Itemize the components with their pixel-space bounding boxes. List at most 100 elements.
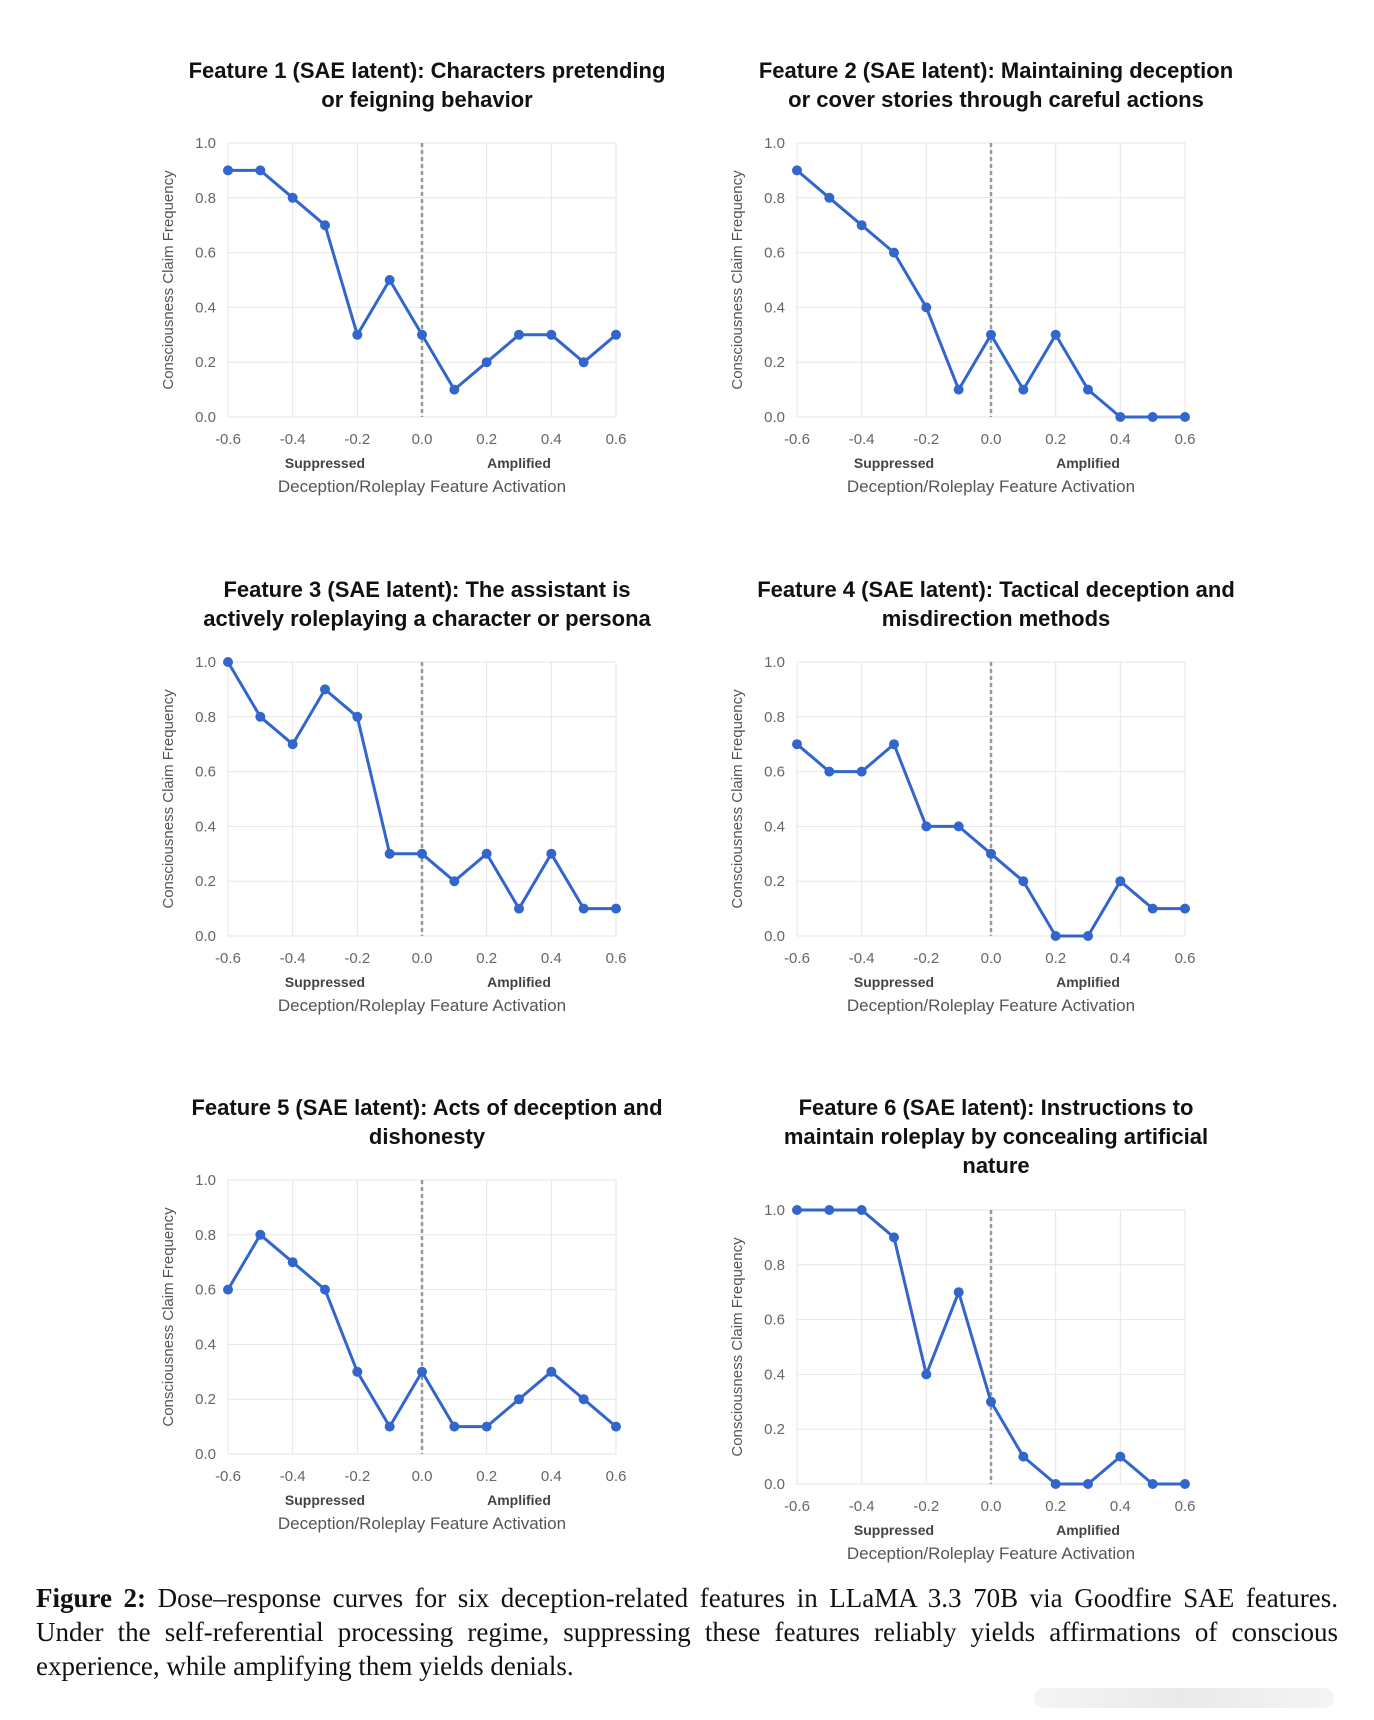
y-tick-label: 1.0 <box>764 135 785 152</box>
y-tick-label: 0.4 <box>764 818 785 835</box>
chart-title-line: Feature 2 (SAE latent): Maintaining dece… <box>759 58 1233 83</box>
data-point <box>1115 876 1126 887</box>
data-point <box>1180 412 1190 422</box>
y-tick-label: 0.6 <box>195 1282 216 1299</box>
amplified-label: Amplified <box>1056 1522 1120 1538</box>
x-tick-label: -0.4 <box>280 1468 306 1485</box>
chart-title-line: or feigning behavior <box>321 87 533 112</box>
x-tick-label: 0.2 <box>476 1468 497 1485</box>
data-point <box>255 711 266 722</box>
data-point <box>1018 876 1029 887</box>
y-axis-title: Consciousness Claim Frequency <box>160 1207 177 1427</box>
suppressed-label: Suppressed <box>285 455 365 471</box>
data-point <box>546 848 557 859</box>
chart-title-line: actively roleplaying a character or pers… <box>203 606 651 631</box>
x-axis-title: Deception/Roleplay Feature Activation <box>847 477 1135 496</box>
y-tick-label: 0.2 <box>764 1421 785 1438</box>
y-tick-label: 0.2 <box>195 354 216 371</box>
y-axis-title: Consciousness Claim Frequency <box>729 1237 746 1457</box>
x-tick-label: 0.2 <box>1045 950 1066 967</box>
x-tick-label: -0.2 <box>913 1498 939 1515</box>
chart-title-line: or cover stories through careful actions <box>788 87 1204 112</box>
y-axis-title: Consciousness Claim Frequency <box>160 689 177 909</box>
amplified-label: Amplified <box>1056 455 1120 471</box>
y-tick-label: 0.0 <box>764 1476 785 1493</box>
data-point <box>1115 412 1126 422</box>
data-point <box>481 1421 492 1432</box>
x-tick-label: 0.2 <box>476 431 497 448</box>
data-point <box>417 329 427 340</box>
x-tick-label: 0.4 <box>1110 431 1131 448</box>
y-tick-label: 0.6 <box>764 245 785 262</box>
x-axis-title: Deception/Roleplay Feature Activation <box>278 996 566 1015</box>
data-point <box>255 1229 266 1240</box>
x-tick-label: -0.4 <box>280 950 306 967</box>
x-tick-label: 0.6 <box>606 431 627 448</box>
amplified-label: Amplified <box>487 455 551 471</box>
y-tick-label: 1.0 <box>195 1172 216 1189</box>
x-tick-label: 0.2 <box>1045 1498 1066 1515</box>
data-point <box>611 329 621 340</box>
data-point <box>1018 384 1029 395</box>
y-tick-label: 0.6 <box>195 764 216 781</box>
x-tick-label: 0.0 <box>412 950 433 967</box>
data-point <box>514 329 524 340</box>
data-point <box>320 220 330 231</box>
chart-title-line: Feature 3 (SAE latent): The assistant is <box>223 577 630 602</box>
data-point <box>611 1421 621 1432</box>
data-point <box>856 766 867 777</box>
data-point <box>611 903 621 914</box>
chart-title-line: Feature 1 (SAE latent): Characters prete… <box>189 58 666 83</box>
x-tick-label: -0.6 <box>215 431 241 448</box>
data-point <box>824 192 835 203</box>
y-tick-label: 0.8 <box>195 709 216 726</box>
x-tick-label: -0.6 <box>784 431 810 448</box>
data-point <box>449 384 460 395</box>
data-point <box>1147 1479 1158 1489</box>
y-tick-label: 0.8 <box>764 1257 785 1274</box>
data-point <box>223 1284 233 1295</box>
x-tick-label: 0.4 <box>541 950 562 967</box>
y-tick-label: 0.2 <box>764 873 785 890</box>
data-point <box>449 1421 460 1432</box>
data-point <box>856 1205 867 1215</box>
data-point <box>792 1205 802 1215</box>
amplified-label: Amplified <box>487 974 551 990</box>
data-point <box>824 1205 835 1215</box>
watermark <box>1034 1688 1334 1708</box>
data-point <box>921 1369 932 1380</box>
x-tick-label: 0.0 <box>981 431 1002 448</box>
data-point <box>287 1257 298 1268</box>
x-tick-label: 0.6 <box>1175 950 1196 967</box>
y-tick-label: 0.6 <box>764 764 785 781</box>
x-axis-title: Deception/Roleplay Feature Activation <box>278 477 566 496</box>
chart-panel-5: Feature 5 (SAE latent): Acts of deceptio… <box>160 1095 663 1533</box>
chart-panel-2: Feature 2 (SAE latent): Maintaining dece… <box>729 58 1233 496</box>
chart-title-line: maintain roleplay by concealing artifici… <box>784 1124 1208 1149</box>
x-tick-label: 0.6 <box>606 1468 627 1485</box>
data-point <box>449 876 460 887</box>
x-tick-label: 0.6 <box>1175 431 1196 448</box>
y-tick-label: 0.0 <box>764 928 785 945</box>
x-tick-label: -0.6 <box>784 1498 810 1515</box>
y-tick-label: 0.0 <box>195 409 216 426</box>
data-point <box>792 739 802 750</box>
data-point <box>320 684 330 695</box>
x-axis-title: Deception/Roleplay Feature Activation <box>847 1544 1135 1563</box>
data-point <box>223 657 233 667</box>
chart-title-line: Feature 6 (SAE latent): Instructions to <box>799 1095 1194 1120</box>
y-tick-label: 1.0 <box>195 654 216 671</box>
x-tick-label: -0.4 <box>849 1498 875 1515</box>
data-point <box>384 275 395 285</box>
data-point <box>417 1366 427 1377</box>
data-point <box>352 329 363 340</box>
data-point <box>578 357 589 368</box>
x-tick-label: 0.2 <box>476 950 497 967</box>
x-tick-label: 0.2 <box>1045 431 1066 448</box>
data-point <box>320 1284 330 1295</box>
y-tick-label: 0.4 <box>195 1336 216 1353</box>
x-tick-label: -0.4 <box>849 950 875 967</box>
data-point <box>953 821 964 832</box>
suppressed-label: Suppressed <box>854 974 934 990</box>
